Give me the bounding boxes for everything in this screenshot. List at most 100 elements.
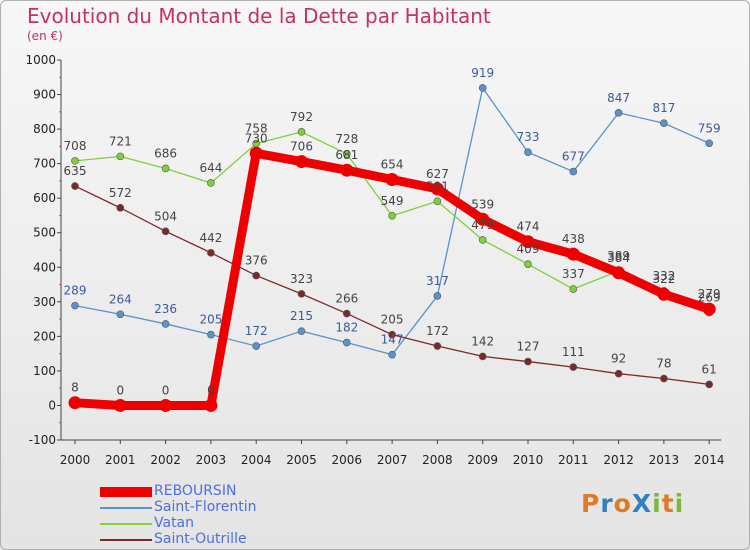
logo-letter: P: [581, 489, 601, 518]
data-point: [204, 398, 218, 412]
data-label: 142: [471, 334, 494, 348]
data-point: [116, 310, 125, 319]
data-label: 205: [381, 313, 404, 327]
data-point: [569, 167, 578, 176]
data-label: 264: [109, 292, 132, 306]
data-label: 266: [335, 292, 358, 306]
data-label: 681: [335, 148, 358, 162]
data-point: [705, 139, 714, 148]
data-point: [71, 182, 79, 190]
legend-swatch: [100, 539, 152, 541]
data-labels: 8 0 0 0 730 706 681 654 627 539 474 438 384 322 279 289…: [64, 66, 721, 397]
y-tick-label: 800: [33, 122, 56, 136]
data-label: 792: [290, 110, 313, 124]
x-tick-label: 2000: [60, 453, 91, 467]
data-label: 549: [381, 194, 404, 208]
data-label: 0: [207, 383, 215, 397]
y-tick-label: 700: [33, 157, 56, 171]
logo-letter: i: [652, 489, 662, 518]
data-label: 438: [562, 232, 585, 246]
y-tick-label: 900: [33, 88, 56, 102]
data-label: 644: [199, 161, 222, 175]
unit-label: (en €): [27, 29, 63, 43]
data-point: [68, 396, 82, 410]
x-tick-label: 2009: [467, 453, 498, 467]
data-label: 332: [652, 269, 675, 283]
y-tick-label: 1000: [25, 53, 56, 67]
data-label: 127: [517, 340, 540, 354]
data-label: 758: [245, 122, 268, 136]
data-label: 322: [652, 272, 675, 286]
data-label: 504: [154, 209, 177, 223]
x-tick-label: 2010: [513, 453, 544, 467]
data-label: 479: [471, 218, 494, 232]
data-point: [524, 260, 532, 268]
data-point: [430, 182, 444, 196]
data-label: 654: [381, 158, 404, 172]
data-point: [161, 164, 170, 173]
data-label: 919: [471, 66, 494, 80]
data-label: 572: [109, 186, 132, 200]
data-label: 635: [64, 164, 87, 178]
data-label: 759: [698, 121, 721, 135]
data-point: [342, 338, 351, 347]
data-label: 730: [245, 131, 268, 145]
data-point: [340, 163, 354, 177]
data-point: [71, 301, 79, 310]
data-point: [252, 271, 261, 280]
data-point: [71, 157, 79, 165]
y-tick-label: -100: [29, 433, 56, 447]
data-point: [476, 212, 490, 226]
data-point: [524, 357, 532, 366]
data-point: [433, 292, 442, 300]
data-label: 172: [245, 324, 268, 338]
data-label: 182: [335, 321, 358, 335]
data-point: [297, 327, 306, 335]
data-label: 289: [64, 284, 87, 298]
y-tick-label: 300: [33, 295, 56, 309]
data-label: 147: [381, 333, 404, 347]
series-saint-florentin: [71, 84, 714, 359]
data-label: 8: [71, 381, 79, 395]
data-label: 111: [562, 345, 585, 359]
logo-letter: t: [661, 489, 675, 518]
data-label: 78: [656, 357, 671, 371]
data-label: 279: [698, 287, 721, 301]
data-label: 733: [517, 130, 540, 144]
chart-title: Evolution du Montant de la Dette par Hab…: [27, 4, 491, 28]
data-point: [161, 320, 170, 328]
data-label: 384: [607, 251, 630, 265]
x-tick-label: 2007: [377, 453, 408, 467]
data-point: [116, 152, 125, 161]
data-label: 92: [611, 352, 626, 366]
data-label: 539: [471, 197, 494, 211]
data-point: [342, 150, 351, 158]
x-tick-label: 2001: [105, 453, 136, 467]
data-point: [478, 236, 487, 244]
data-point: [660, 119, 668, 128]
data-point: [702, 302, 716, 316]
series-line: [70, 148, 714, 410]
data-point: [385, 173, 399, 187]
data-point: [249, 146, 263, 160]
data-point: [297, 290, 306, 298]
data-point: [388, 330, 396, 339]
data-label: 728: [335, 132, 358, 146]
x-tick-label: 2014: [694, 453, 725, 467]
data-point: [614, 369, 623, 378]
data-label: 215: [290, 309, 313, 323]
data-point: [113, 398, 127, 412]
y-tick-label: 100: [33, 364, 56, 378]
data-point: [478, 352, 487, 361]
data-label: 706: [290, 140, 313, 154]
data-label: 591: [426, 179, 449, 193]
data-label: 172: [426, 324, 449, 338]
series-layer: [68, 84, 716, 412]
data-point: [614, 109, 623, 117]
y-tick-label: 200: [33, 329, 56, 343]
data-label: 409: [517, 242, 540, 256]
x-tick-label: 2008: [422, 453, 453, 467]
legend-swatch: [100, 507, 152, 509]
data-label: 323: [290, 272, 313, 286]
series-saint-outrille: [71, 182, 714, 389]
